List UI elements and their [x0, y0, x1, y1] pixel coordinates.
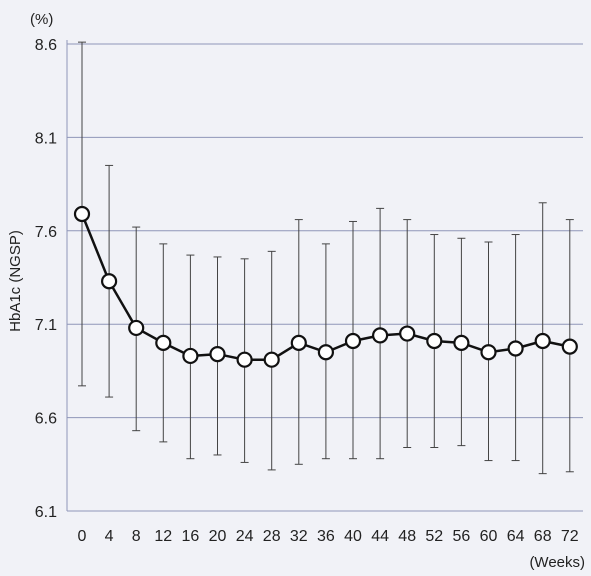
- x-axis-title: (Weeks): [529, 554, 585, 571]
- grid: [66, 40, 583, 512]
- data-point: [372, 327, 389, 344]
- x-tick-label: 12: [154, 528, 172, 545]
- x-tick-label: 68: [534, 528, 552, 545]
- y-tick-label: 7.1: [35, 317, 57, 334]
- x-tick-label: 28: [263, 528, 281, 545]
- x-tick-label: 52: [425, 528, 443, 545]
- data-point: [317, 344, 334, 361]
- y-tick-label: 6.1: [35, 504, 57, 521]
- data-point: [100, 273, 118, 290]
- data-point: [290, 334, 307, 351]
- data-point: [73, 205, 91, 223]
- x-tick-label: 60: [480, 528, 498, 545]
- x-tick-label: 4: [105, 528, 114, 545]
- data-point: [344, 332, 362, 350]
- x-tick-label: 32: [290, 528, 308, 545]
- series: [73, 205, 578, 368]
- data-point: [236, 351, 253, 368]
- x-tick-label: 40: [344, 528, 362, 545]
- x-tick-label: 48: [398, 528, 416, 545]
- data-point: [399, 325, 416, 342]
- data-point: [155, 334, 172, 351]
- x-tick-label: 44: [371, 528, 389, 545]
- x-tick-label: 24: [236, 528, 254, 545]
- data-point: [209, 345, 226, 363]
- y-unit-label: (%): [30, 11, 53, 28]
- x-tick-label: 64: [507, 528, 525, 545]
- data-point: [426, 332, 443, 350]
- x-tick-label: 8: [132, 528, 141, 545]
- x-tick-labels: 0 4 8 12 16 20 24 28 32 36 40 44 48 52 56 60 64 68 72: [78, 528, 579, 545]
- x-tick-label: 72: [561, 528, 579, 545]
- data-point: [561, 338, 578, 355]
- data-point: [534, 332, 551, 350]
- y-tick-label: 8.1: [35, 130, 57, 147]
- data-point: [480, 344, 497, 361]
- data-point: [263, 351, 280, 368]
- x-tick-label: 56: [453, 528, 471, 545]
- y-tick-label: 6.6: [35, 411, 57, 428]
- data-point: [182, 347, 199, 365]
- x-tick-label: 0: [78, 528, 87, 545]
- y-tick-labels: 6.1 6.6 7.1 7.6 8.1 8.6: [35, 37, 57, 521]
- data-point: [128, 319, 145, 337]
- x-tick-label: 36: [317, 528, 335, 545]
- x-tick-label: 16: [182, 528, 200, 545]
- y-tick-label: 8.6: [35, 37, 57, 54]
- data-point: [507, 340, 524, 357]
- data-point: [453, 334, 470, 351]
- y-axis-title: HbA1c (NGSP): [7, 230, 24, 332]
- x-tick-label: 20: [209, 528, 227, 545]
- y-tick-label: 7.6: [35, 224, 57, 241]
